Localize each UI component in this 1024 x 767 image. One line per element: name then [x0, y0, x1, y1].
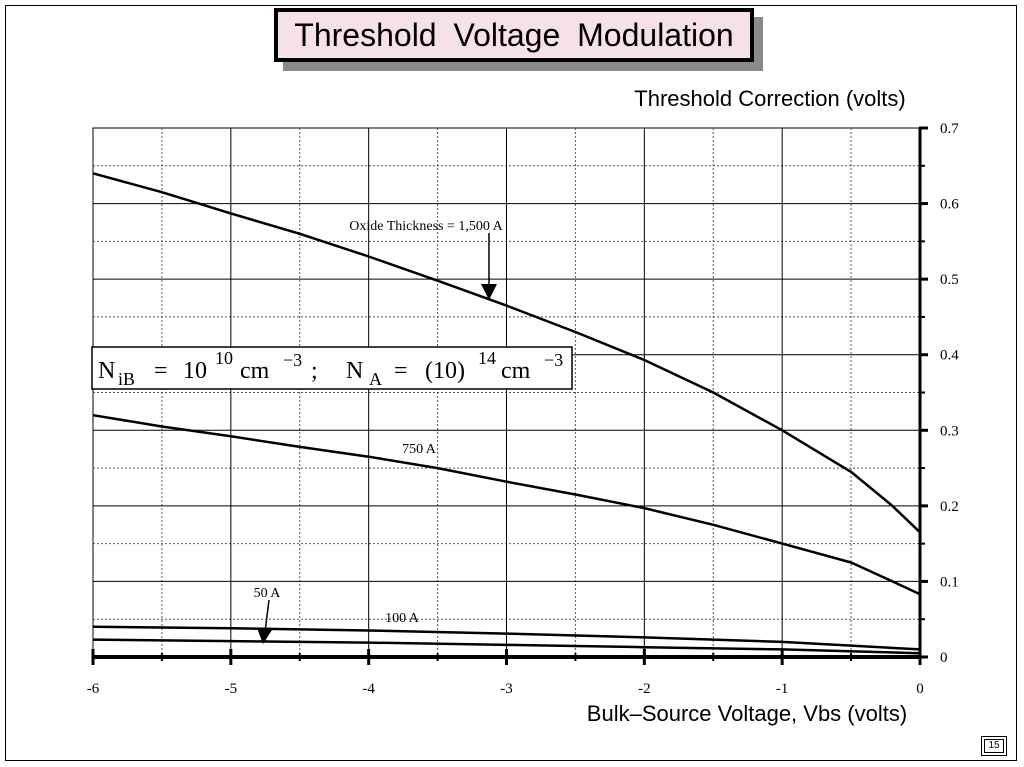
- formula-exp-neg3-1: −3: [283, 350, 302, 370]
- chart-grid: [92, 127, 921, 658]
- x-tick-label: -6: [87, 681, 100, 697]
- formula-NA: N: [346, 358, 363, 384]
- y-tick-label: 0.1: [940, 574, 959, 590]
- annotation-1500: Oxide Thickness = 1,500 A: [349, 219, 503, 234]
- curve-100A: [92, 625, 921, 651]
- doping-formula-box: [91, 346, 573, 390]
- title-box: Threshold Voltage Modulation: [274, 8, 754, 62]
- x-tick-label: -4: [362, 681, 375, 697]
- formula-N: N: [98, 358, 115, 384]
- y-tick-label: 0.5: [940, 272, 959, 288]
- annotation-750: 750 A: [402, 442, 437, 457]
- page-title: Threshold Voltage Modulation: [294, 16, 734, 53]
- arrow-50-head: [257, 628, 272, 644]
- annotation-50: 50 A: [254, 586, 282, 601]
- curve-50A: [92, 638, 921, 655]
- arrow-50-shaft: [264, 599, 270, 633]
- annotation-100: 100 A: [385, 611, 420, 626]
- formula-sub-iB: iB: [118, 369, 135, 389]
- x-tick-label: -1: [776, 681, 789, 697]
- y-axis-label: Threshold Correction (volts): [634, 86, 905, 111]
- x-tick-label: 0: [916, 681, 924, 697]
- formula-semicolon: ;: [311, 358, 318, 384]
- chart-curves: [92, 172, 921, 655]
- formula-sub-A: A: [369, 369, 382, 389]
- page-number-box: 15: [981, 736, 1007, 756]
- chart-ticks: -6 -5 -4 -3 -2 -1 00 0.1 0.2 0.3 0.4 0.5 0.6 0.7: [87, 121, 960, 697]
- x-axis-label: Bulk–Source Voltage, Vbs (volts): [587, 701, 907, 726]
- formula-exp-neg3-2: −3: [544, 350, 563, 370]
- y-tick-label: 0.2: [940, 499, 959, 515]
- formula-eq-1: =: [154, 358, 168, 384]
- formula-exp-14: 14: [478, 348, 496, 368]
- curve-1500A: [92, 172, 921, 534]
- formula-base-10: 10: [183, 358, 207, 384]
- slide-frame: [5, 5, 1017, 761]
- arrow-1500-head: [481, 284, 497, 300]
- doping-formula: N iB = 10 10 cm −3 ; N A = (10) 14 cm −3: [98, 348, 563, 389]
- curve-750A: [92, 413, 921, 596]
- x-tick-label: -3: [500, 681, 513, 697]
- formula-cm-2: cm: [501, 358, 531, 384]
- formula-paren-10: (10): [425, 358, 465, 384]
- x-tick-label: -2: [638, 681, 651, 697]
- y-tick-label: 0.4: [940, 348, 959, 364]
- y-tick-label: 0.7: [940, 121, 959, 137]
- x-tick-label: -5: [225, 681, 238, 697]
- formula-cm-1: cm: [240, 358, 270, 384]
- formula-exp-10: 10: [215, 348, 233, 368]
- y-tick-label: 0: [940, 650, 948, 666]
- y-tick-label: 0.6: [940, 197, 959, 213]
- formula-eq-2: =: [394, 358, 408, 384]
- y-tick-label: 0.3: [940, 423, 959, 439]
- page-number: 15: [984, 739, 1004, 753]
